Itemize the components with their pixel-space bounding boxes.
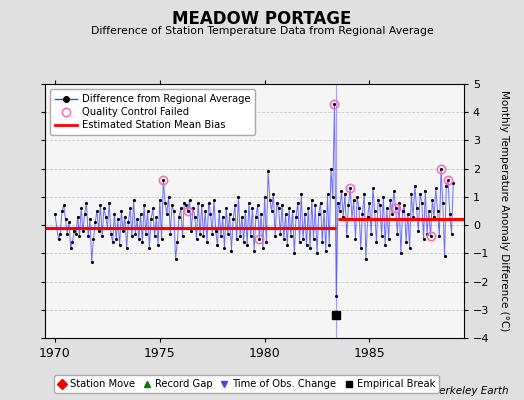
- Text: Difference of Station Temperature Data from Regional Average: Difference of Station Temperature Data f…: [91, 26, 433, 36]
- Text: Berkeley Earth: Berkeley Earth: [432, 386, 508, 396]
- Y-axis label: Monthly Temperature Anomaly Difference (°C): Monthly Temperature Anomaly Difference (…: [499, 90, 509, 332]
- Legend: Station Move, Record Gap, Time of Obs. Change, Empirical Break: Station Move, Record Gap, Time of Obs. C…: [53, 375, 439, 393]
- Legend: Difference from Regional Average, Quality Control Failed, Estimated Station Mean: Difference from Regional Average, Qualit…: [50, 89, 255, 135]
- Text: MEADOW PORTAGE: MEADOW PORTAGE: [172, 10, 352, 28]
